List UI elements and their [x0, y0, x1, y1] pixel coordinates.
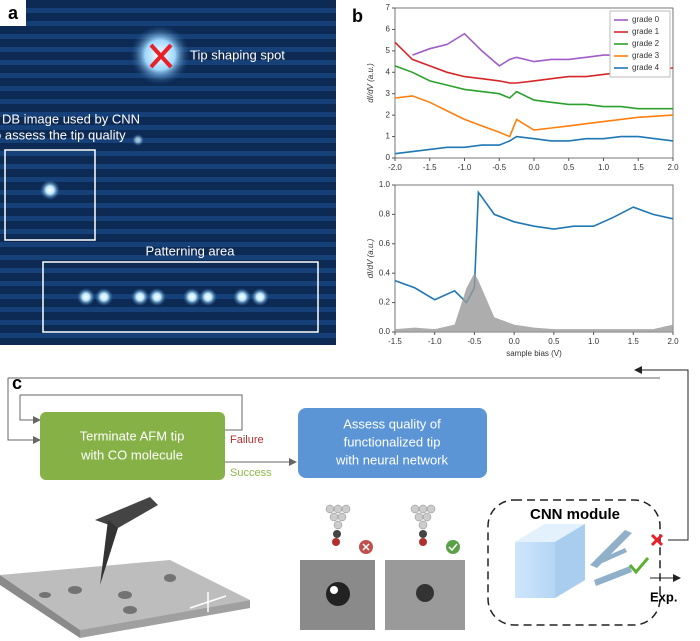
legend-label: grade 1 [632, 27, 660, 36]
x-tick-label: 1.5 [633, 163, 645, 172]
panel-label: b [352, 6, 363, 26]
y-tick-label: 1.0 [379, 180, 391, 189]
line [394, 95, 674, 138]
y-axis-label: dI/dV (a.u.) [366, 238, 375, 278]
x-tick-label: 0.5 [563, 163, 575, 172]
legend-label: grade 0 [632, 15, 660, 24]
line [394, 41, 674, 84]
y-tick-label: 6 [386, 25, 391, 34]
panel-label: a [8, 3, 19, 23]
y-tick-label: 3 [386, 89, 391, 98]
x-tick-label: 1.5 [628, 337, 640, 346]
flowchart [0, 366, 689, 638]
legend-label: grade 3 [632, 51, 660, 60]
charts: 0 1 2 3 4 5 6 7 -2.0 -1.5 -1.0 -0.5 0.0 0.5 1.0 1.5 2.0 d… [366, 3, 679, 358]
legend-label: grade 2 [632, 39, 660, 48]
stm-image [0, 0, 336, 345]
y-tick-label: 2 [386, 110, 391, 119]
y-tick-label: 0.6 [379, 239, 391, 248]
plot-area [394, 184, 674, 333]
y-axis-label: dI/dV (a.u.) [366, 63, 375, 103]
y-tick-label: 0 [386, 153, 391, 162]
x-tick-label: -1.5 [423, 163, 437, 172]
y-tick-label: 5 [386, 46, 391, 55]
y-tick-label: 0.2 [379, 298, 391, 307]
edge-label: Exp. [650, 589, 677, 604]
edge-label: Failure [230, 434, 264, 446]
box-text: with CO molecule [80, 447, 183, 462]
line [394, 135, 674, 155]
line [394, 65, 673, 110]
annotation: Patterning area [146, 243, 236, 258]
edge-label: Success [230, 467, 272, 479]
line [394, 189, 674, 304]
line [412, 32, 621, 67]
x-tick-label: -1.0 [458, 163, 472, 172]
box-text: Assess quality of [343, 416, 441, 431]
x-tick-label: -1.0 [428, 337, 442, 346]
x-tick-label: 1.0 [598, 163, 610, 172]
annotation: to assess the tip quality [0, 127, 126, 142]
box-text: Terminate AFM tip [80, 428, 185, 443]
x-tick-label: -1.5 [388, 337, 402, 346]
box-text: functionalized tip [344, 434, 441, 449]
y-tick-label: 0.0 [379, 327, 391, 336]
area [395, 273, 673, 332]
y-tick-label: 0.8 [379, 210, 391, 219]
y-tick-label: 4 [386, 67, 391, 76]
x-tick-label: -0.5 [492, 163, 506, 172]
x-tick-label: -2.0 [388, 163, 402, 172]
x-tick-label: 2.0 [667, 163, 679, 172]
x-tick-label: 0.0 [509, 337, 521, 346]
y-tick-label: 0.4 [379, 268, 391, 277]
x-axis-label: sample bias (V) [506, 349, 562, 358]
x-tick-label: 1.0 [588, 337, 600, 346]
annotation: Tip shaping spot [190, 47, 285, 62]
box-text: with neural network [335, 452, 448, 467]
y-tick-label: 7 [386, 3, 391, 12]
x-tick-label: 0.0 [528, 163, 540, 172]
x-tick-label: 0.5 [548, 337, 560, 346]
x-tick-label: 2.0 [667, 337, 679, 346]
annotation: The DB image used by CNN [0, 111, 140, 126]
legend-label: grade 4 [632, 63, 660, 72]
x-tick-label: -0.5 [468, 337, 482, 346]
panel-label: c [12, 373, 22, 393]
y-tick-label: 1 [386, 132, 391, 141]
module-title: CNN module [530, 506, 620, 523]
